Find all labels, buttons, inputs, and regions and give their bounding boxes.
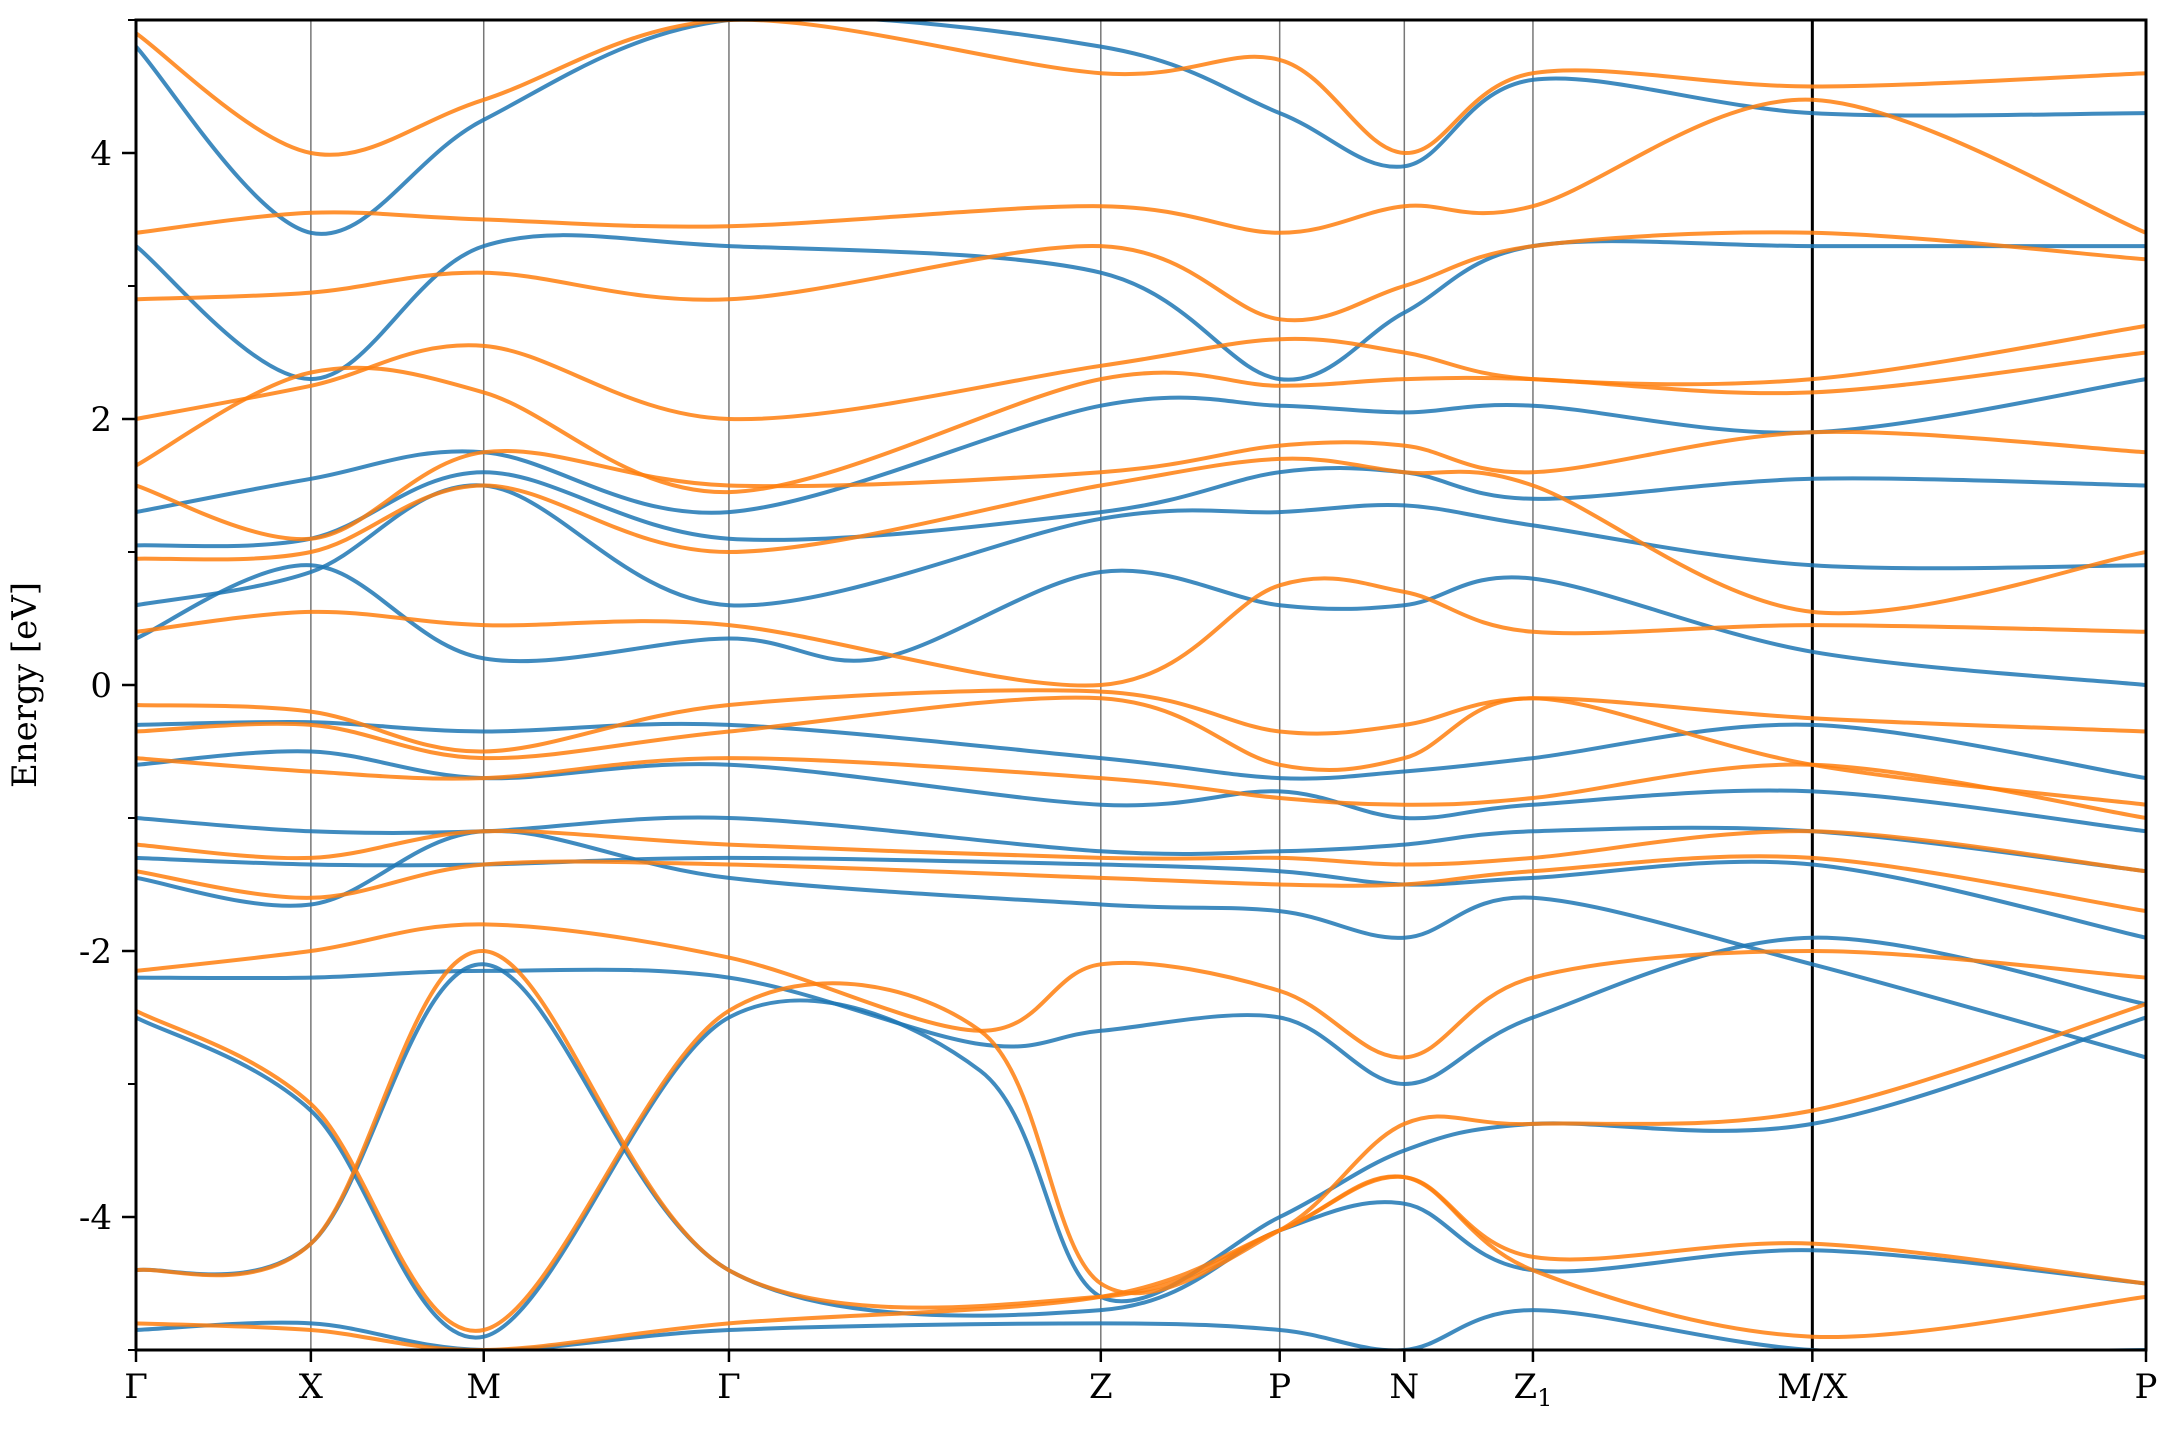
band-s0-12 — [136, 377, 2146, 515]
x-tick-label-2: M — [466, 1367, 501, 1407]
x-axis: Γ X M Γ Z P N Z1 M/X P — [124, 1350, 2157, 1412]
x-tick-label-1: X — [299, 1367, 324, 1407]
x-tick-label-sub-7: 1 — [1537, 1384, 1552, 1412]
x-tick-label-7: Z1 — [1513, 1367, 1552, 1412]
band-s0-9 — [136, 563, 2146, 687]
band-s1-3 — [136, 922, 2146, 1060]
band-s1-7 — [136, 695, 2146, 807]
y-tick-label-4: 4 — [90, 134, 112, 174]
plot-frame — [134, 18, 2148, 1352]
y-axis-title: Energy [eV] — [5, 582, 45, 788]
x-tick-label-8: M/X — [1777, 1367, 1848, 1407]
band-s1-0 — [136, 1174, 2146, 1350]
band-s1-16 — [136, 20, 2146, 157]
band-s0-0 — [136, 1308, 2146, 1350]
band-s0-3 — [136, 935, 2146, 1086]
band-s0-4 — [136, 828, 2146, 1060]
band-s0-6 — [136, 815, 2146, 874]
band-s0-10 — [136, 483, 2146, 608]
band-s0-2 — [136, 998, 2146, 1340]
band-s0-7 — [136, 749, 2146, 834]
band-s1-14 — [136, 230, 2146, 323]
x-tick-label-3: Γ — [717, 1367, 741, 1407]
band-s1-12 — [136, 350, 2146, 495]
x-tick-label-5: P — [1268, 1367, 1291, 1407]
x-tick-label-4: Z — [1089, 1367, 1113, 1407]
band-s1-10 — [136, 456, 2146, 616]
band-s1-5 — [136, 829, 2146, 874]
band-s1-9 — [136, 576, 2146, 688]
band-s1-4 — [136, 854, 2146, 914]
band-s1-6 — [136, 756, 2146, 820]
y-tick-label-2: 0 — [90, 666, 112, 706]
band-s1-8 — [136, 688, 2146, 754]
y-tick-label-1: -2 — [79, 932, 112, 972]
band-s1-1 — [136, 948, 2146, 1310]
y-tick-label-0: -4 — [79, 1198, 112, 1238]
band-s1-15 — [136, 97, 2146, 235]
x-tick-label-6: N — [1389, 1367, 1419, 1407]
band-s0-11 — [136, 466, 2146, 549]
band-s1-11 — [136, 429, 2146, 542]
band-s0-14 — [136, 20, 2146, 236]
band-s1-2 — [136, 981, 2146, 1333]
band-s0-5 — [136, 855, 2146, 940]
y-axis: -4 -2 0 2 4 — [79, 19, 136, 1351]
band-s0-1 — [136, 962, 2146, 1318]
band-s1-13 — [136, 323, 2146, 422]
x-tick-label-9: P — [2135, 1367, 2158, 1407]
band-s0-8 — [136, 719, 2146, 781]
x-tick-label-0: Γ — [124, 1367, 148, 1407]
kpoint-gridlines — [310, 20, 1814, 1350]
band-s0-13 — [136, 233, 2146, 382]
y-tick-label-3: 2 — [90, 400, 112, 440]
band-lines — [136, 20, 2146, 1350]
